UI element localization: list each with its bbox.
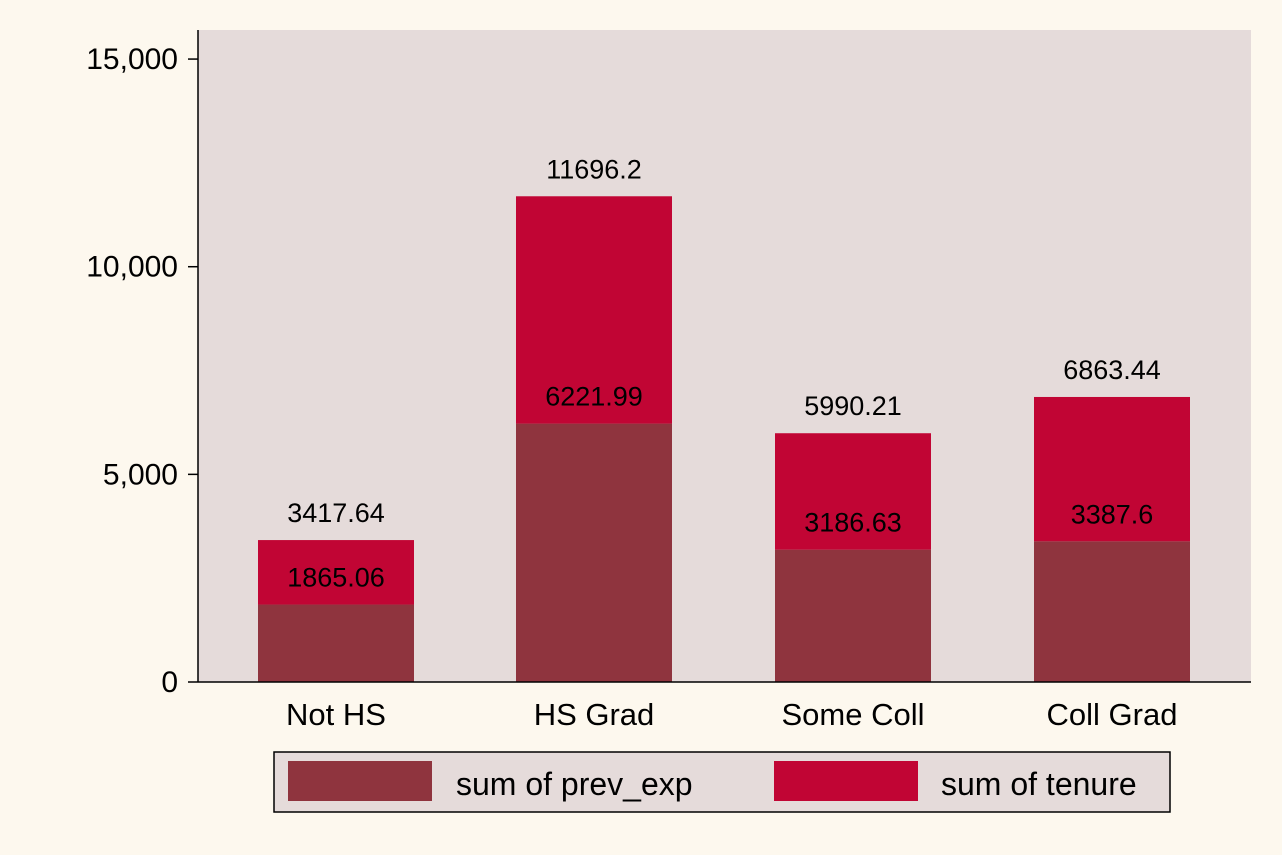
legend-swatch-tenure — [774, 761, 918, 801]
y-axis-ticks: 0 5,000 10,000 15,000 — [86, 43, 198, 699]
bars-layer — [258, 196, 1190, 682]
data-label-prev-exp-2: 3186.63 — [804, 508, 902, 538]
data-label-prev-exp-1: 6221.99 — [545, 382, 643, 412]
data-label-total-1: 11696.2 — [546, 154, 642, 184]
data-label-total-3: 6863.44 — [1063, 355, 1161, 385]
y-tick-label-1: 5,000 — [103, 458, 178, 491]
bar-prev-exp-0 — [258, 604, 414, 682]
data-label-prev-exp-0: 1865.06 — [287, 563, 385, 593]
y-tick-label-2: 10,000 — [86, 251, 178, 284]
legend-label-prev-exp: sum of prev_exp — [456, 766, 693, 802]
legend: sum of prev_exp sum of tenure — [273, 751, 1171, 813]
legend-swatch-prev-exp — [288, 761, 432, 801]
bar-prev-exp-3 — [1034, 541, 1190, 682]
x-tick-label-2: Some Coll — [782, 697, 925, 732]
bar-tenure-0 — [258, 540, 414, 605]
bar-tenure-3 — [1034, 396, 1190, 542]
y-tick-label-0: 0 — [161, 666, 178, 699]
bar-tenure-2 — [775, 433, 931, 550]
data-label-prev-exp-3: 3387.6 — [1071, 499, 1154, 529]
bar-tenure-1 — [516, 196, 672, 424]
bar-prev-exp-2 — [775, 549, 931, 682]
bar-prev-exp-1 — [516, 423, 672, 682]
y-tick-label-3: 15,000 — [86, 43, 178, 76]
x-tick-label-3: Coll Grad — [1047, 697, 1178, 732]
data-label-total-0: 3417.64 — [287, 498, 385, 528]
data-labels-layer: 1865.06 3417.64 6221.99 11696.2 3186.63 5990.… — [287, 154, 1161, 592]
x-tick-label-1: HS Grad — [534, 697, 655, 732]
legend-label-tenure: sum of tenure — [941, 766, 1137, 802]
x-axis-labels: Not HS HS Grad Some Coll Coll Grad — [286, 697, 1177, 732]
data-label-total-2: 5990.21 — [804, 391, 902, 421]
x-tick-label-0: Not HS — [286, 697, 386, 732]
